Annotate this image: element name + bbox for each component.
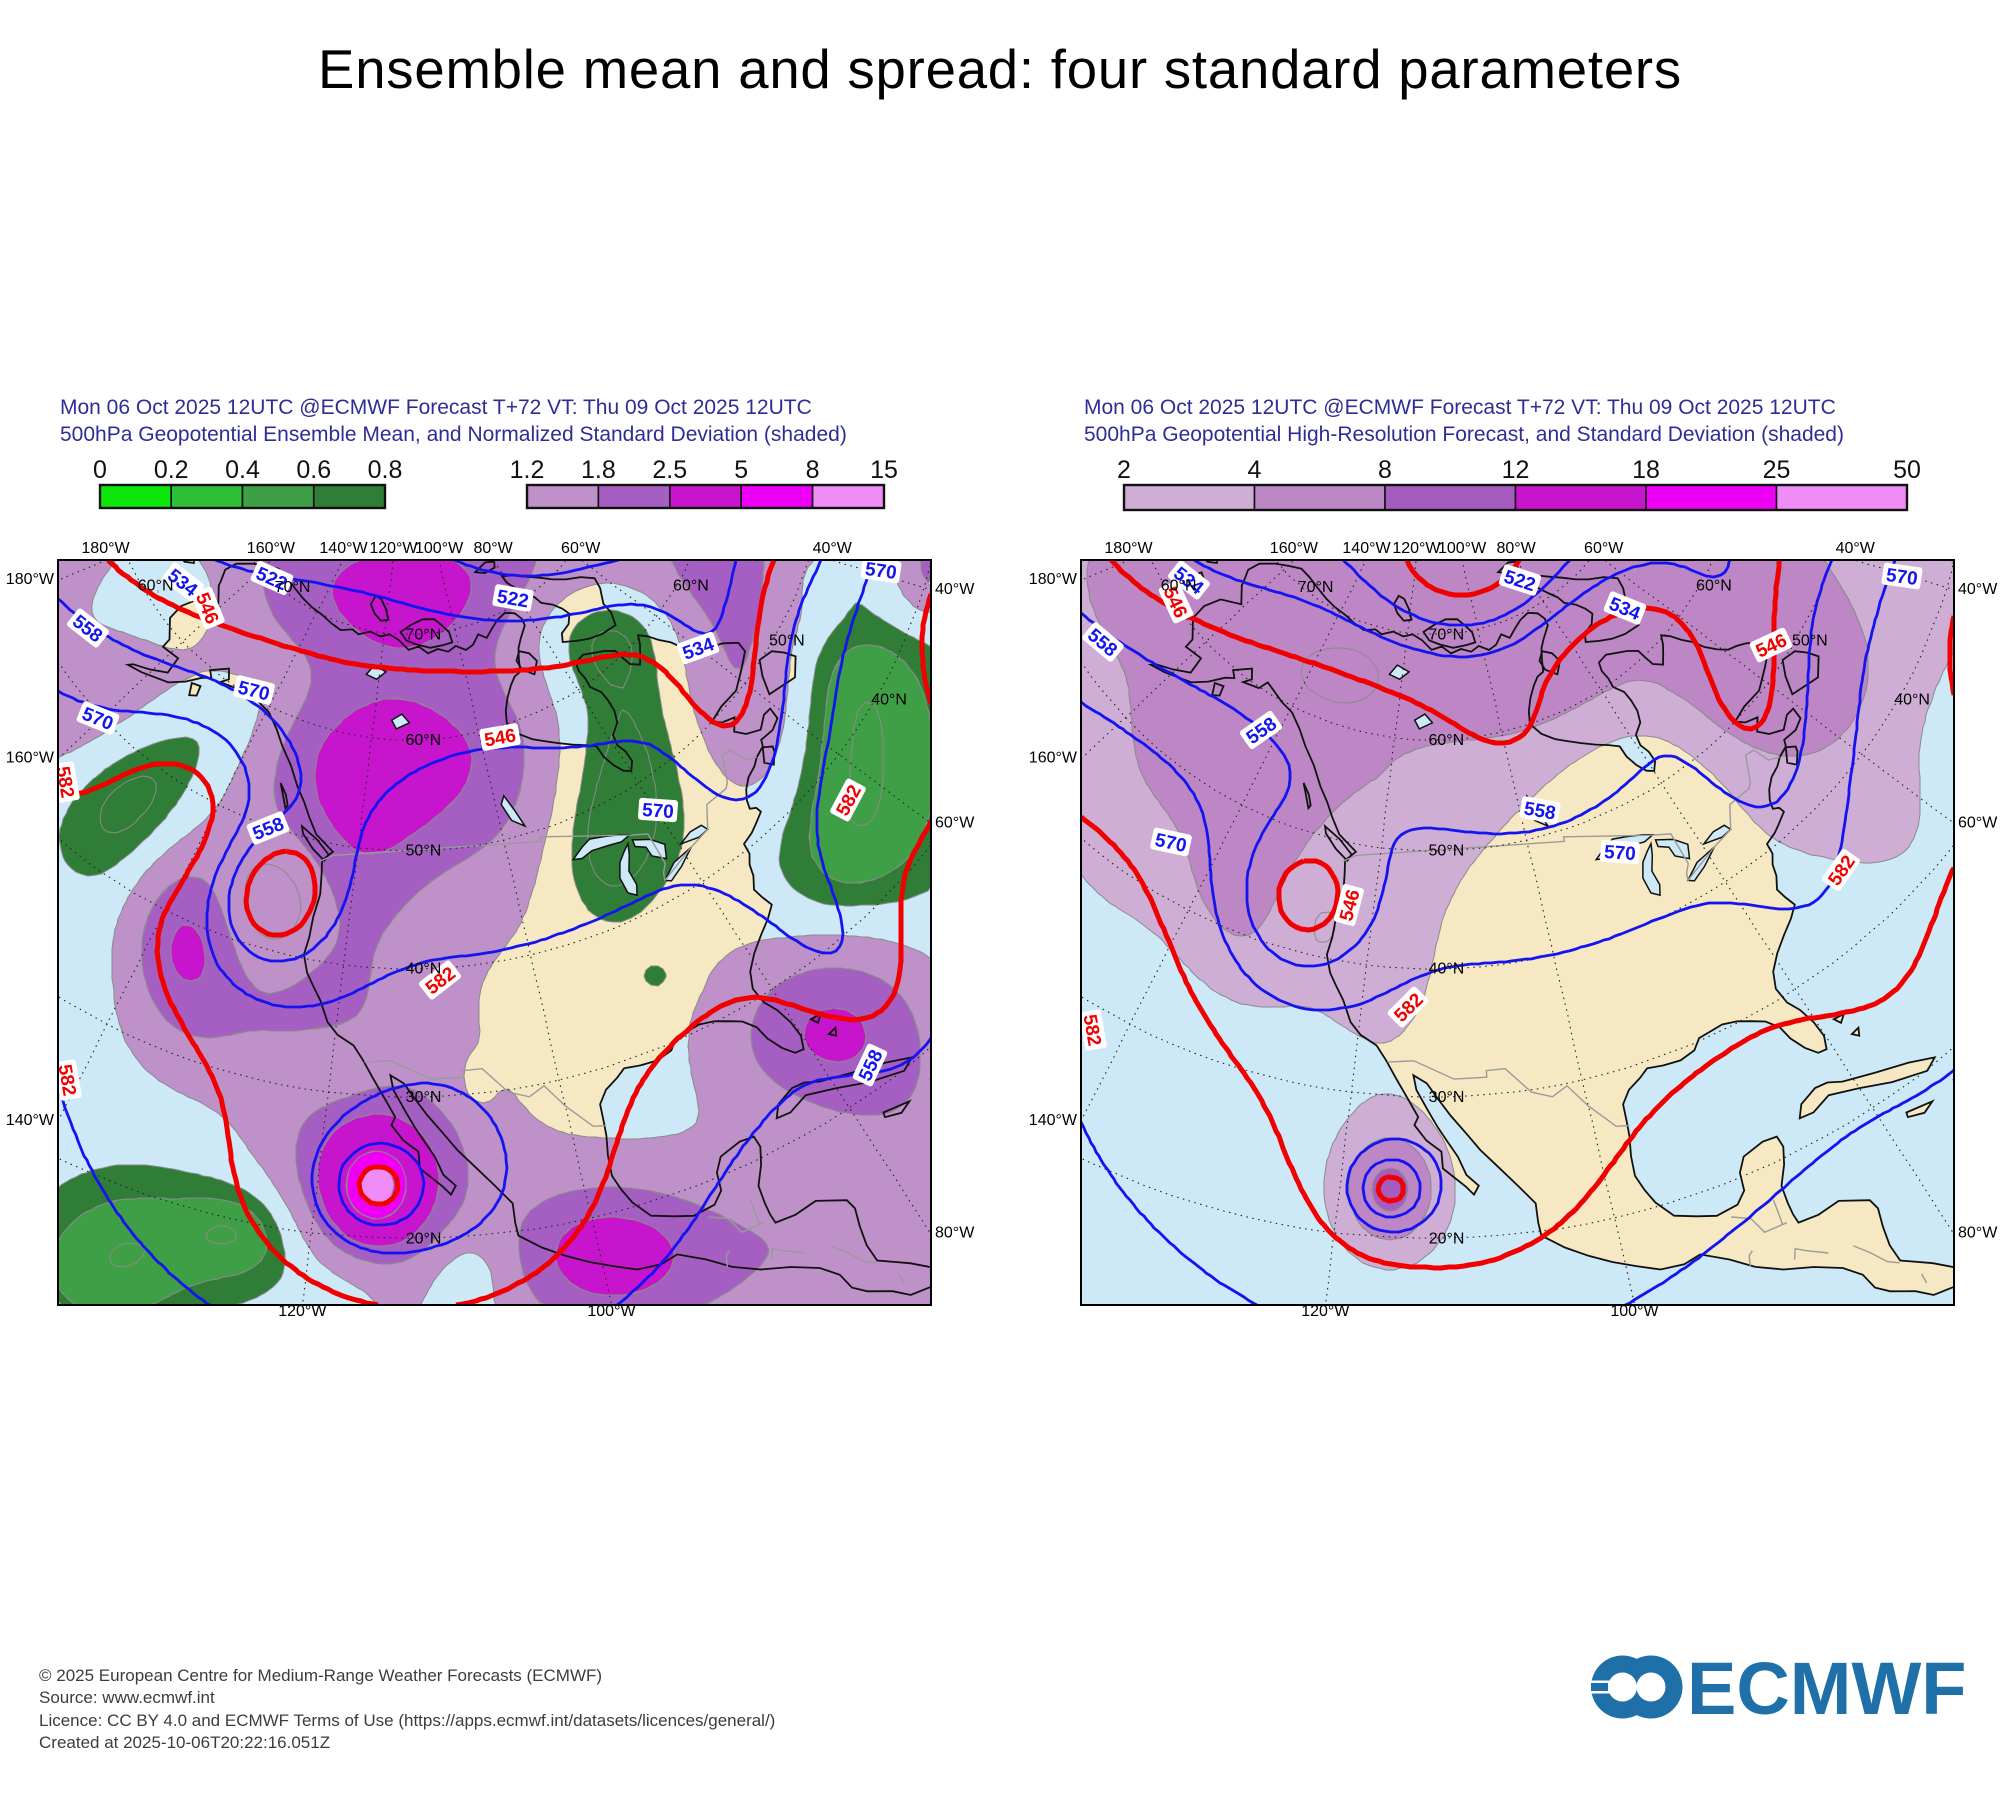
svg-text:0.6: 0.6	[296, 456, 331, 484]
svg-text:40°W: 40°W	[935, 581, 975, 598]
svg-text:40°N: 40°N	[871, 692, 907, 709]
svg-text:60°W: 60°W	[561, 540, 601, 557]
svg-text:180°W: 180°W	[1029, 571, 1078, 588]
svg-text:582: 582	[1078, 1013, 1104, 1048]
svg-text:582: 582	[51, 765, 77, 800]
svg-text:160°W: 160°W	[1029, 750, 1078, 767]
svg-text:50°N: 50°N	[1429, 843, 1465, 860]
svg-text:160°W: 160°W	[6, 750, 55, 767]
svg-text:60°N: 60°N	[1428, 732, 1464, 749]
svg-text:80°W: 80°W	[473, 540, 513, 557]
svg-text:120°W: 120°W	[278, 1303, 327, 1320]
svg-text:50°N: 50°N	[406, 843, 442, 860]
svg-text:70°N: 70°N	[405, 626, 441, 643]
svg-text:0: 0	[93, 456, 107, 484]
svg-text:570: 570	[641, 800, 674, 823]
svg-text:160°W: 160°W	[1270, 540, 1319, 557]
svg-text:570: 570	[864, 559, 898, 584]
svg-text:40°W: 40°W	[813, 540, 853, 557]
svg-text:1.2: 1.2	[510, 456, 545, 484]
svg-text:80°W: 80°W	[1958, 1224, 1998, 1241]
svg-text:120°W: 120°W	[369, 540, 418, 557]
svg-text:60°W: 60°W	[1958, 815, 1998, 832]
svg-text:60°N: 60°N	[405, 732, 441, 749]
svg-text:50: 50	[1893, 456, 1921, 484]
svg-text:70°N: 70°N	[1298, 579, 1334, 596]
svg-text:140°W: 140°W	[1029, 1112, 1078, 1129]
svg-text:5: 5	[734, 456, 748, 484]
svg-text:40°W: 40°W	[1836, 540, 1876, 557]
svg-text:80°W: 80°W	[1496, 540, 1536, 557]
svg-text:60°W: 60°W	[935, 815, 975, 832]
svg-text:582: 582	[53, 1063, 79, 1098]
svg-text:50°N: 50°N	[1792, 633, 1828, 650]
svg-text:20°N: 20°N	[406, 1231, 442, 1248]
svg-text:60°N: 60°N	[138, 578, 174, 595]
svg-text:570: 570	[1603, 842, 1636, 865]
svg-text:30°N: 30°N	[406, 1089, 442, 1106]
svg-text:570: 570	[1885, 565, 1919, 590]
svg-text:12: 12	[1502, 456, 1530, 484]
svg-text:1.8: 1.8	[581, 456, 616, 484]
svg-text:ECMWF: ECMWF	[1687, 1654, 1967, 1724]
svg-text:100°W: 100°W	[1438, 540, 1487, 557]
svg-text:8: 8	[806, 456, 820, 484]
svg-text:100°W: 100°W	[415, 540, 464, 557]
svg-text:40°N: 40°N	[406, 961, 442, 978]
svg-text:30°N: 30°N	[1429, 1089, 1465, 1106]
svg-text:100°W: 100°W	[587, 1303, 636, 1320]
svg-text:70°N: 70°N	[275, 579, 311, 596]
svg-text:80°W: 80°W	[935, 1224, 975, 1241]
svg-text:0.2: 0.2	[154, 456, 189, 484]
svg-text:8: 8	[1378, 456, 1392, 484]
svg-text:70°N: 70°N	[1428, 626, 1464, 643]
svg-text:160°W: 160°W	[247, 540, 296, 557]
svg-text:140°W: 140°W	[1342, 540, 1391, 557]
svg-text:100°W: 100°W	[1610, 1303, 1659, 1320]
svg-text:0.4: 0.4	[225, 456, 260, 484]
svg-text:18: 18	[1632, 456, 1660, 484]
svg-text:40°N: 40°N	[1894, 692, 1930, 709]
svg-text:180°W: 180°W	[81, 540, 130, 557]
svg-text:25: 25	[1763, 456, 1791, 484]
svg-text:60°N: 60°N	[673, 577, 709, 594]
svg-text:60°N: 60°N	[1696, 577, 1732, 594]
svg-text:50°N: 50°N	[769, 633, 805, 650]
svg-text:180°W: 180°W	[1104, 540, 1153, 557]
svg-text:180°W: 180°W	[6, 571, 55, 588]
svg-text:4: 4	[1248, 456, 1262, 484]
svg-text:15: 15	[870, 456, 898, 484]
svg-text:120°W: 120°W	[1392, 540, 1441, 557]
svg-text:2: 2	[1117, 456, 1131, 484]
svg-text:0.8: 0.8	[368, 456, 403, 484]
svg-text:2.5: 2.5	[652, 456, 687, 484]
svg-text:20°N: 20°N	[1429, 1231, 1465, 1248]
svg-text:60°W: 60°W	[1584, 540, 1624, 557]
svg-text:40°N: 40°N	[1429, 961, 1465, 978]
svg-text:120°W: 120°W	[1301, 1303, 1350, 1320]
svg-text:140°W: 140°W	[319, 540, 368, 557]
svg-text:40°W: 40°W	[1958, 581, 1998, 598]
svg-text:140°W: 140°W	[6, 1112, 55, 1129]
svg-text:60°N: 60°N	[1161, 578, 1197, 595]
